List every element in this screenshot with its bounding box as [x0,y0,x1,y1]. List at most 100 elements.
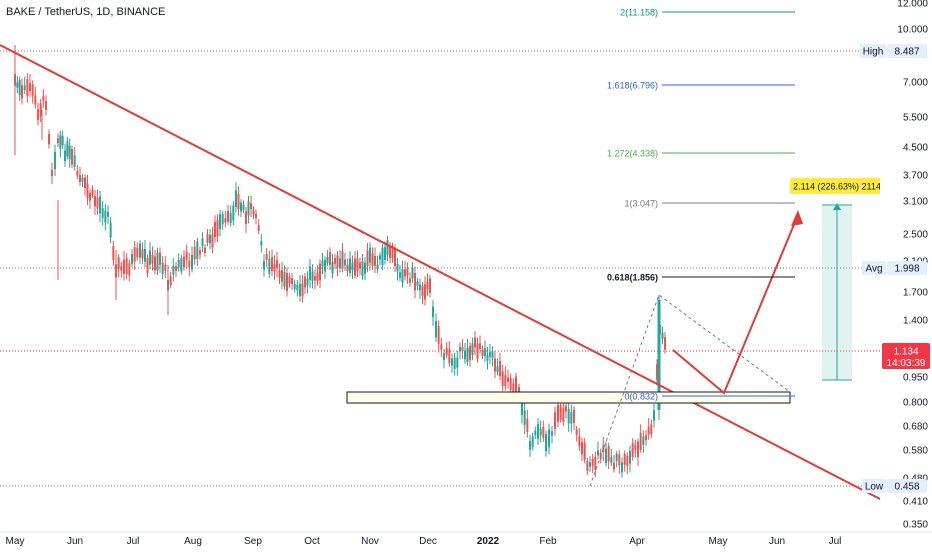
svg-text:8.487: 8.487 [894,47,919,58]
y-tick-label: 0.800 [903,398,928,409]
candle [371,247,374,270]
candle [71,145,73,169]
candle [499,352,501,381]
candle [146,254,149,278]
candle [273,255,276,281]
y-tick-label: 7.000 [903,78,928,89]
candle [321,252,324,275]
candle [276,251,278,278]
candle [545,430,547,457]
candle [496,358,499,376]
y-tick-label: 12.000 [897,0,928,10]
candle [39,98,42,123]
candle [583,438,586,464]
candle [42,88,45,108]
candle [319,259,321,289]
candle [191,246,193,273]
support-zone [346,391,791,404]
candle [411,261,414,283]
candle [18,76,21,101]
candle [136,242,139,261]
candle [51,162,53,184]
candle [432,300,434,326]
candle [414,266,416,299]
candle [99,190,101,223]
candle [359,257,361,276]
candle [613,455,615,473]
candle [29,74,31,97]
candle [206,228,209,247]
candle [440,337,443,358]
candle [237,186,240,216]
candle [581,437,583,461]
candle [501,364,504,392]
candle [255,209,257,225]
candle [637,438,639,466]
projection-arrow [672,214,799,395]
candle [265,247,268,268]
candle [54,144,56,176]
x-tick-label: Feb [539,536,557,547]
candle [188,252,191,276]
candle [448,341,451,367]
svg-text:0(0.832): 0(0.832) [624,392,658,402]
candle [37,102,39,126]
candle [214,215,216,243]
candle [196,237,199,266]
candle [661,326,664,345]
candle [626,452,629,474]
candle [361,253,364,280]
candle [329,247,331,271]
svg-text:2(11.158): 2(11.158) [620,8,658,18]
candle [311,264,314,289]
candle [650,419,653,439]
candle [634,439,637,458]
x-tick-label: May [6,536,25,547]
candles-layer [14,45,666,478]
candle [481,345,484,359]
candle [426,273,429,296]
svg-text:1.272(4.338): 1.272(4.338) [607,149,658,159]
candle [466,339,469,366]
candle [76,164,79,180]
candle [461,339,464,359]
candle [175,262,177,277]
candle [291,273,293,290]
candle [344,252,346,271]
fib-level: 0.618(1.856) [607,273,795,283]
x-tick-label: Aug [184,536,202,547]
candle [331,254,334,279]
x-tick-label: Apr [629,536,645,547]
candle [169,271,172,289]
svg-text:1.998: 1.998 [894,264,919,275]
candle [464,342,466,364]
y-tick-label: 2.500 [903,230,928,241]
candle [586,457,589,476]
candle [421,282,424,305]
fib-layer[interactable]: 2(11.158) 1.618(6.796) 1.272(4.338) 1(3.047… [607,8,795,402]
candle [404,260,406,281]
candle [304,272,306,295]
y-tick-label: 3.100 [903,197,928,208]
candle [562,400,565,426]
candle [573,406,575,431]
svg-text:Low: Low [865,482,884,493]
candle [283,265,286,290]
candle [336,250,339,277]
high-value: 8.487 [887,44,927,58]
symbol-title: BAKE / TetherUS, 1D, BINANCE [6,6,166,18]
x-tick-label: Jun [67,536,83,547]
candle [66,136,69,160]
drawings-layer[interactable]: 2.114 (226.63%) 2114 [0,44,884,501]
candle [64,144,66,167]
candle [209,229,211,250]
candle [486,346,489,370]
candle [374,247,376,274]
candle [133,240,136,270]
x-tick-label: Jul [829,536,842,547]
candle [451,353,453,373]
candle [424,276,426,306]
